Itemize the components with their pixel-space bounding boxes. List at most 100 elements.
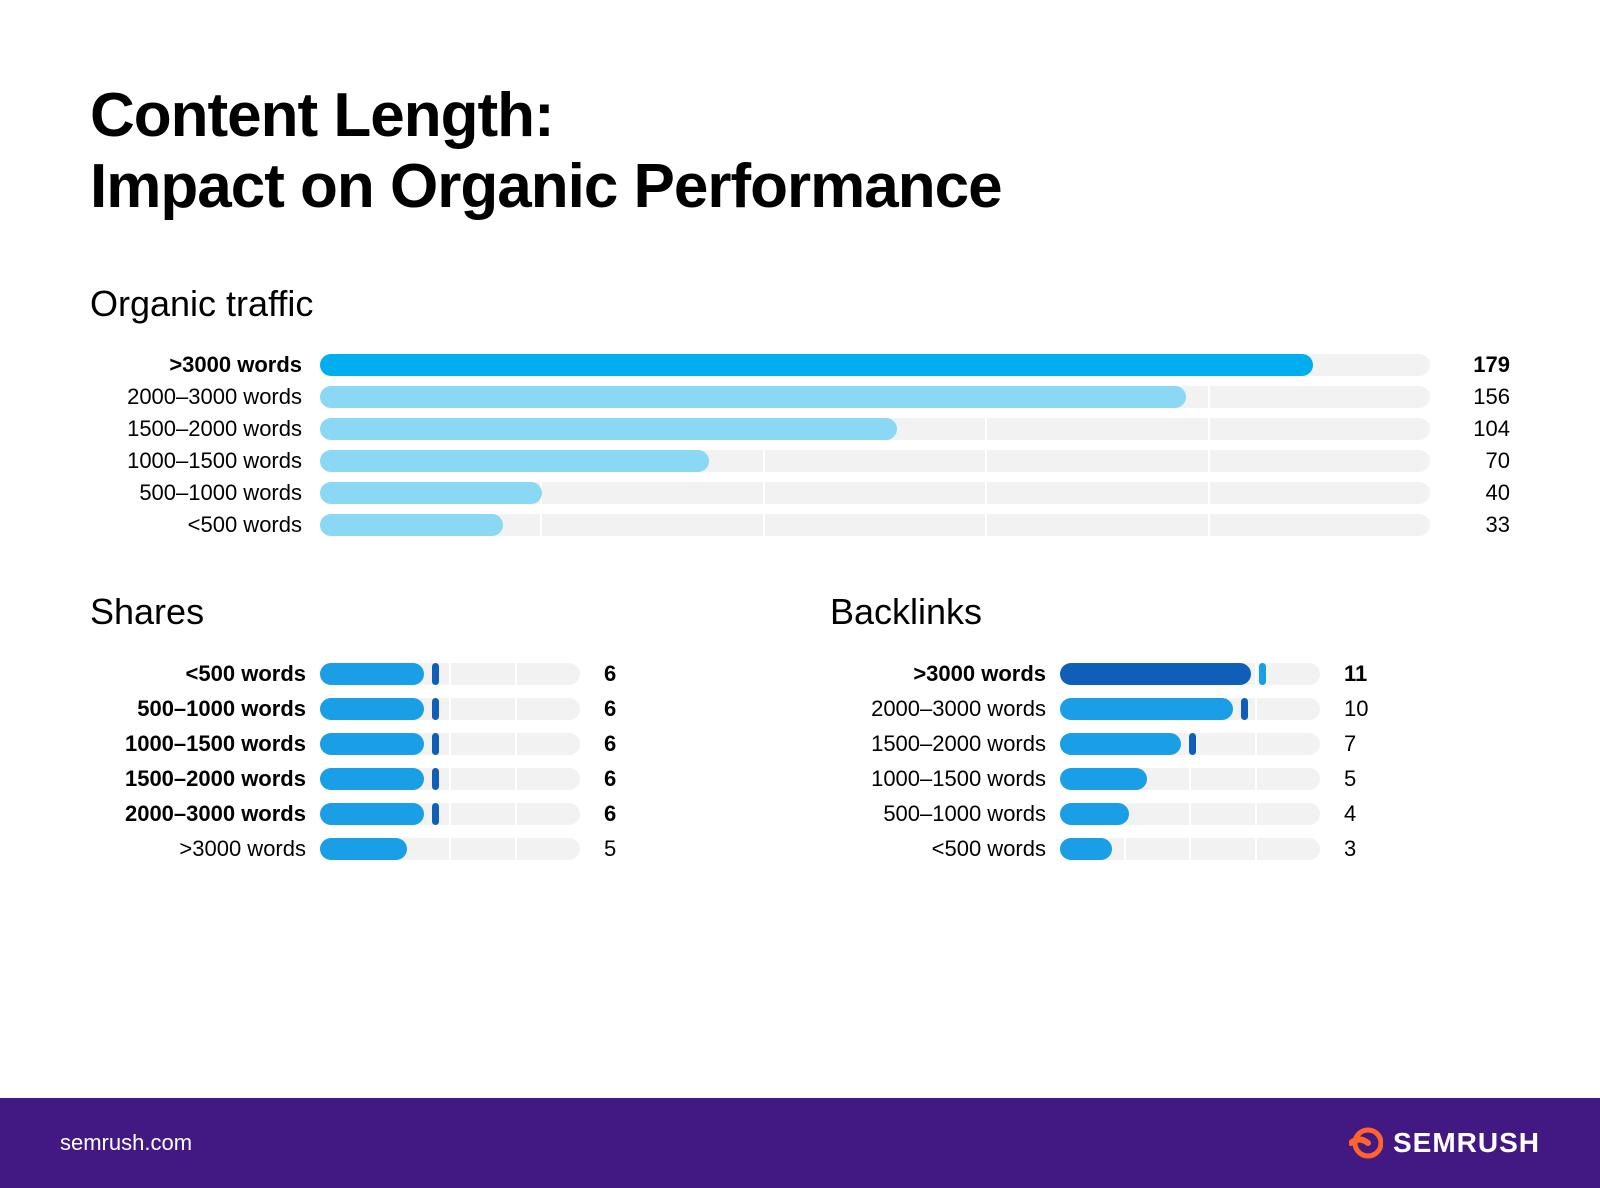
bar-track [320,418,1430,440]
bar-fill [320,803,424,825]
bar-track [320,354,1430,376]
bar-track [320,663,580,685]
bar-track [1060,663,1320,685]
bar-marker [432,663,439,685]
organic-traffic-chart: Organic traffic >3000 words 179 2000–3000 … [90,283,1510,541]
table-row: 500–1000 words 6 [90,692,770,727]
brand-logo: SEMRUSH [1349,1126,1540,1160]
row-value: 5 [1320,766,1380,792]
bar-track [320,450,1430,472]
bar-marker [432,733,439,755]
table-row: <500 words 3 [830,832,1510,867]
bar-fill [320,482,542,504]
row-label: <500 words [830,836,1060,862]
row-value: 156 [1430,384,1510,410]
row-value: 6 [580,801,640,827]
table-row: >3000 words 5 [90,832,770,867]
row-value: 7 [1320,731,1380,757]
bar-track [320,838,580,860]
table-row: 1500–2000 words 6 [90,762,770,797]
row-label: >3000 words [90,352,320,378]
bar-fill [320,354,1313,376]
row-value: 11 [1320,661,1380,687]
page-title: Content Length: Impact on Organic Perfor… [90,80,1510,223]
row-label: 2000–3000 words [90,384,320,410]
table-row: 1000–1500 words 70 [90,445,1510,477]
bar-fill [320,386,1186,408]
bar-fill [1060,698,1233,720]
shares-chart: Shares <500 words6500–1000 words61000–15… [90,591,770,867]
bar-fill [1060,838,1112,860]
table-row: 1000–1500 words5 [830,762,1510,797]
row-value: 10 [1320,696,1380,722]
row-label: 1500–2000 words [90,416,320,442]
bar-fill [1060,733,1181,755]
row-value: 179 [1430,352,1510,378]
table-row: >3000 words 11 [830,657,1510,692]
bar-track [1060,768,1320,790]
bar-track [1060,803,1320,825]
row-label: <500 words [90,661,320,687]
table-row: 1500–2000 words 7 [830,727,1510,762]
table-row: 1500–2000 words 104 [90,413,1510,445]
bar-track [1060,733,1320,755]
footer-url: semrush.com [60,1130,192,1156]
row-label: 1000–1500 words [90,731,320,757]
table-row: 500–1000 words 4 [830,797,1510,832]
row-label: 500–1000 words [830,801,1060,827]
row-value: 4 [1320,801,1380,827]
bar-track [320,803,580,825]
row-label: >3000 words [90,836,320,862]
bar-track [1060,838,1320,860]
bar-fill [1060,663,1251,685]
table-row: 500–1000 words 40 [90,477,1510,509]
bar-fill [320,450,709,472]
bar-marker [432,768,439,790]
row-value: 5 [580,836,640,862]
row-label: 500–1000 words [90,480,320,506]
row-label: 1500–2000 words [830,731,1060,757]
bar-track [1060,698,1320,720]
bar-fill [320,514,503,536]
row-value: 70 [1430,448,1510,474]
bar-fill [320,698,424,720]
backlinks-chart: Backlinks >3000 words 11 2000–3000 words 10… [830,591,1510,867]
table-row: <500 words33 [90,509,1510,541]
bar-track [320,386,1430,408]
bar-marker [1259,663,1266,685]
row-value: 40 [1430,480,1510,506]
bar-marker [432,698,439,720]
row-label: 500–1000 words [90,696,320,722]
row-value: 6 [580,696,640,722]
row-label: 1000–1500 words [90,448,320,474]
bar-track [320,482,1430,504]
bar-track [320,733,580,755]
bar-fill [320,768,424,790]
table-row: 2000–3000 words 156 [90,381,1510,413]
bar-marker [1241,698,1248,720]
row-label: 1500–2000 words [90,766,320,792]
bar-fill [320,663,424,685]
table-row: 2000–3000 words 6 [90,797,770,832]
footer: semrush.com SEMRUSH [0,1098,1600,1188]
row-value: 3 [1320,836,1380,862]
backlinks-title: Backlinks [830,591,1510,633]
bar-fill [320,733,424,755]
table-row: >3000 words 179 [90,349,1510,381]
flame-icon [1349,1126,1383,1160]
bar-track [320,514,1430,536]
bar-track [320,698,580,720]
row-label: 2000–3000 words [90,801,320,827]
row-value: 104 [1430,416,1510,442]
table-row: <500 words6 [90,657,770,692]
row-value: 6 [580,731,640,757]
title-line1: Content Length: [90,81,554,150]
bar-fill [1060,768,1147,790]
row-label: <500 words [90,512,320,538]
bar-fill [320,418,897,440]
organic-traffic-title: Organic traffic [90,283,1510,325]
table-row: 2000–3000 words 10 [830,692,1510,727]
row-label: >3000 words [830,661,1060,687]
row-value: 6 [580,766,640,792]
row-label: 2000–3000 words [830,696,1060,722]
